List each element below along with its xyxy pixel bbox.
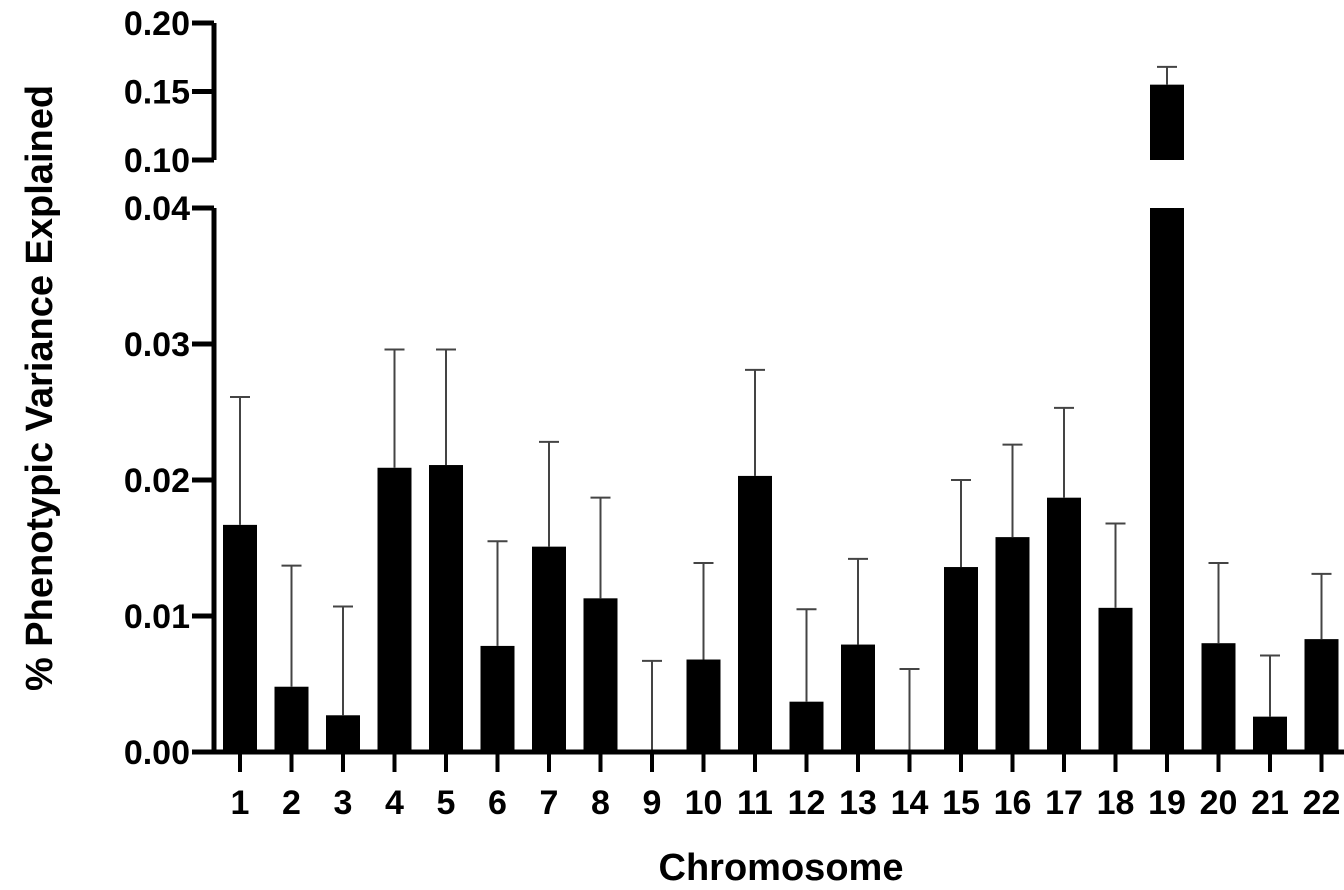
bar (1304, 639, 1339, 752)
y-lower-tick-label: 0.00 (124, 734, 190, 772)
bar (583, 598, 618, 752)
x-tick-label: 5 (437, 784, 456, 822)
x-axis: 1 2 3 4 5 6 7 8 9 10 11 12 13 14 15 16 17 18 19 20 21 22 (192, 749, 1344, 822)
bar (274, 686, 309, 752)
x-tick-label: 13 (839, 784, 877, 822)
bar (223, 524, 257, 752)
x-tick-label: 16 (994, 784, 1032, 822)
x-tick-label: 20 (1200, 784, 1238, 822)
bar (1098, 607, 1133, 752)
y-lower-tick-label: 0.02 (124, 462, 190, 500)
bar (1253, 716, 1287, 752)
x-tick-label: 8 (591, 784, 610, 822)
bar (1201, 643, 1236, 752)
bar-upper-part (1150, 84, 1184, 160)
y-lower-tick-label: 0.01 (124, 598, 190, 636)
bar (480, 645, 515, 752)
bar (944, 567, 978, 752)
x-tick-label: 18 (1097, 784, 1135, 822)
bar (789, 701, 824, 752)
y-lower-tick-label: 0.04 (124, 190, 190, 228)
x-tick-label: 19 (1148, 784, 1186, 822)
bars (223, 65, 1339, 752)
y-upper-tick-label: 0.15 (124, 74, 190, 112)
x-tick-label: 21 (1251, 784, 1289, 822)
bar (326, 715, 360, 752)
x-tick-label: 6 (488, 784, 507, 822)
y-axis-title: % Phenotypic Variance Explained (19, 85, 61, 691)
x-tick-label: 1 (231, 784, 250, 822)
x-tick-label: 14 (891, 784, 929, 822)
bar (995, 537, 1030, 752)
bar (377, 467, 412, 752)
x-tick-label: 4 (385, 784, 404, 822)
x-tick-label: 7 (540, 784, 559, 822)
x-tick-label: 2 (282, 784, 301, 822)
y-upper-tick-label: 0.10 (124, 142, 190, 180)
x-tick-label: 17 (1045, 784, 1083, 822)
bar (1150, 208, 1184, 752)
y-upper-tick-label: 0.20 (124, 5, 190, 43)
x-axis-title: Chromosome (659, 847, 904, 889)
x-tick-label: 10 (685, 784, 723, 822)
x-tick-label: 9 (643, 784, 662, 822)
x-tick-label: 3 (334, 784, 353, 822)
x-tick-label: 12 (788, 784, 826, 822)
bar (738, 475, 772, 752)
y-lower-tick-label: 0.03 (124, 326, 190, 364)
bar (429, 465, 463, 752)
bar (532, 546, 566, 752)
bar (686, 659, 721, 752)
bar (1047, 497, 1081, 752)
x-tick-label: 15 (942, 784, 980, 822)
x-tick-label: 22 (1303, 784, 1341, 822)
bar (841, 644, 875, 752)
x-tick-label: 11 (737, 784, 773, 822)
y-axis: 0.00 0.01 0.02 0.03 0.04 0.10 0.15 0.20 (124, 5, 217, 772)
